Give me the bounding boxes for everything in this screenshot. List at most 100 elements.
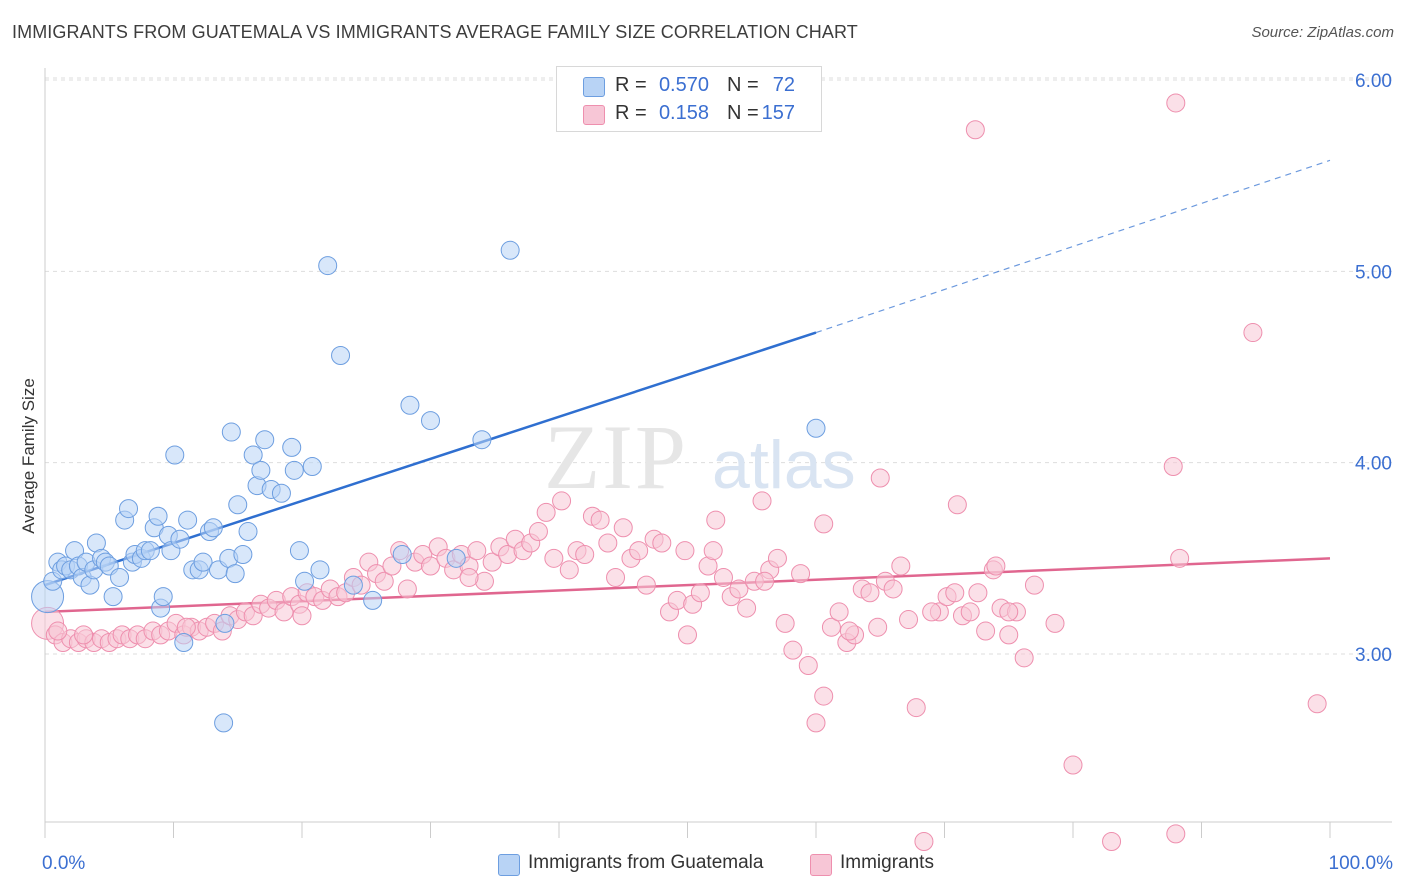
n-value: 72: [772, 74, 795, 96]
data-point-immigrants: [690, 583, 710, 603]
data-point-immigrants: [374, 571, 394, 591]
tick-labels: 3.00 4.00 5.00 6.00 0.0% 100.0%: [42, 71, 1393, 874]
data-point-immigrants: [1102, 832, 1122, 852]
data-point-immigrants: [636, 575, 656, 595]
chart-title: IMMIGRANTS FROM GUATEMALA VS IMMIGRANTS …: [12, 22, 858, 42]
data-point-immigrants: [976, 621, 996, 641]
data-point-immigrants: [397, 579, 417, 599]
data-point-guatemala: [215, 613, 235, 633]
data-point-guatemala: [284, 460, 304, 480]
data-point-immigrants: [1024, 575, 1044, 595]
data-point-guatemala: [221, 422, 241, 442]
data-point-guatemala: [343, 575, 363, 595]
data-point-guatemala: [289, 541, 309, 561]
data-point-guatemala: [174, 633, 194, 653]
data-point-immigrants: [606, 567, 626, 587]
data-point-immigrants: [1243, 323, 1263, 343]
r-value: 0.570: [658, 74, 709, 96]
data-point-immigrants: [652, 533, 672, 553]
data-point-immigrants: [775, 613, 795, 633]
data-point-guatemala: [400, 395, 420, 415]
data-point-immigrants: [947, 495, 967, 515]
data-point-immigrants: [986, 556, 1006, 576]
data-point-immigrants: [767, 548, 787, 568]
r-label: R =: [615, 102, 647, 124]
data-point-immigrants: [536, 502, 556, 522]
data-point-immigrants: [467, 541, 487, 561]
n-label: N =: [727, 102, 759, 124]
data-point-immigrants: [914, 832, 934, 852]
data-point-immigrants: [629, 541, 649, 561]
data-point-guatemala: [153, 587, 173, 607]
data-point-immigrants: [906, 698, 926, 718]
data-point-guatemala: [392, 545, 412, 565]
legend-label: Immigrants: [840, 852, 934, 873]
data-point-immigrants: [899, 610, 919, 630]
watermark-atlas: atlas: [712, 427, 856, 503]
data-point-guatemala: [103, 587, 123, 607]
series-guatemala: [31, 240, 826, 733]
data-point-immigrants: [829, 602, 849, 622]
data-point-immigrants: [703, 541, 723, 561]
legend-label: Immigrants from Guatemala: [528, 852, 764, 873]
data-point-immigrants: [729, 579, 749, 599]
data-point-guatemala: [170, 529, 190, 549]
trend-line-guatemala-projection: [815, 159, 1331, 334]
data-point-guatemala: [295, 571, 315, 591]
grid: [45, 77, 1392, 655]
y-tick-label: 4.00: [1355, 454, 1392, 475]
legend-row-guatemala: R = 0.570 N = 72: [557, 71, 821, 101]
data-point-immigrants: [675, 541, 695, 561]
data-point-immigrants: [999, 602, 1019, 622]
data-point-immigrants: [74, 625, 94, 645]
data-point-immigrants: [1063, 755, 1083, 775]
data-point-guatemala: [310, 560, 330, 580]
data-point-guatemala: [421, 411, 440, 431]
data-point-guatemala: [255, 430, 275, 450]
data-point-immigrants: [613, 518, 633, 538]
data-point-guatemala: [228, 495, 248, 515]
data-point-immigrants: [870, 468, 890, 488]
data-point-immigrants: [814, 514, 834, 534]
data-point-immigrants: [783, 640, 803, 660]
n-value: 157: [761, 102, 795, 124]
data-point-guatemala: [225, 564, 245, 584]
watermark-zip: ZIP: [544, 406, 688, 508]
data-point-immigrants: [678, 625, 697, 645]
data-point-guatemala: [446, 548, 466, 568]
data-point-guatemala: [472, 430, 492, 450]
pink-swatch: [810, 854, 832, 876]
data-point-guatemala: [331, 346, 351, 366]
pink-swatch: [583, 105, 605, 125]
x-tick-label: 100.0%: [1329, 853, 1394, 874]
blue-swatch: [498, 854, 520, 876]
data-point-immigrants: [274, 602, 294, 622]
x-tick-label: 0.0%: [42, 853, 85, 874]
data-point-immigrants: [575, 545, 595, 565]
y-axis-label: Average Family Size: [19, 378, 38, 534]
data-point-immigrants: [999, 625, 1019, 645]
y-tick-label: 5.00: [1355, 262, 1392, 283]
data-point-immigrants: [752, 491, 772, 511]
data-point-immigrants: [821, 617, 841, 637]
data-point-immigrants: [791, 564, 811, 584]
data-point-immigrants: [1307, 694, 1327, 714]
data-point-immigrants: [868, 617, 888, 637]
data-point-guatemala: [110, 567, 130, 587]
axes: [44, 68, 1392, 838]
data-point-immigrants: [421, 556, 440, 576]
n-label: N =: [727, 74, 759, 96]
y-tick-label: 6.00: [1355, 71, 1392, 92]
data-point-guatemala: [214, 713, 234, 733]
data-point-immigrants: [806, 713, 826, 733]
data-point-immigrants: [1166, 824, 1186, 844]
data-point-immigrants: [965, 120, 985, 140]
data-point-guatemala: [178, 510, 198, 530]
data-point-immigrants: [1163, 456, 1183, 476]
data-point-guatemala: [119, 499, 139, 519]
data-point-immigrants: [968, 583, 988, 603]
data-point-immigrants: [755, 571, 775, 591]
data-point-guatemala: [500, 240, 520, 260]
data-point-guatemala: [233, 545, 253, 565]
data-point-immigrants: [544, 548, 564, 568]
